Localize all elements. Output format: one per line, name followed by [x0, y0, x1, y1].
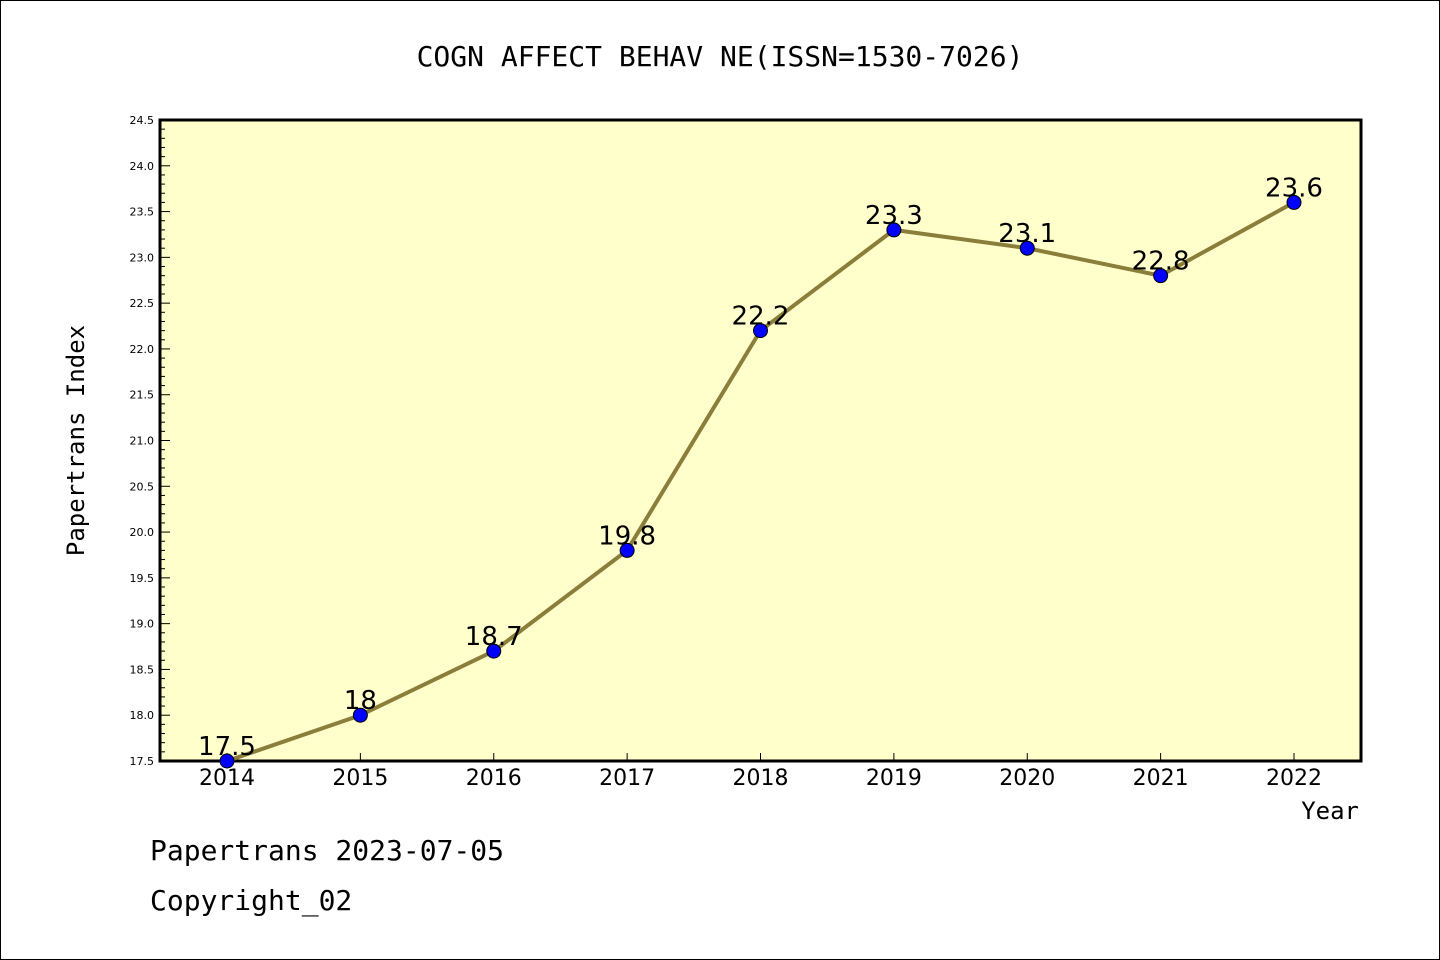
x-tick-label: 2021 [1133, 766, 1189, 791]
plot-area [158, 118, 1363, 763]
data-point-2018 [753, 323, 768, 339]
y-tick-label: 19.0 [130, 618, 155, 631]
data-point-2019 [886, 222, 902, 238]
y-tick-label: 20.0 [130, 526, 155, 539]
data-label-2021: 22.8 [1132, 247, 1190, 277]
footer-copyright: Copyright_02 [150, 884, 353, 917]
data-label-2018: 22.2 [732, 302, 790, 332]
chart-title: COGN AFFECT BEHAV NE(ISSN=1530-7026) [417, 40, 1024, 73]
x-tick-label: 2022 [1266, 766, 1322, 791]
data-label-2014: 17.5 [198, 732, 256, 762]
data-label-2022: 23.6 [1265, 173, 1323, 203]
y-tick-label: 20.5 [130, 480, 155, 493]
x-tick-label: 2019 [866, 766, 922, 791]
data-point-2020 [1019, 240, 1035, 256]
y-tick-label: 22.0 [130, 343, 155, 356]
y-tick-label: 22.5 [130, 297, 155, 310]
y-tick-label: 24.0 [130, 160, 155, 173]
data-labels: 17.5 18 18.7 19.8 22.2 23.3 23.1 22.8 23.6 [198, 173, 1323, 762]
footer-date: Papertrans 2023-07-05 [150, 834, 505, 867]
x-axis-label: Year [1301, 797, 1359, 825]
x-tick-label: 2015 [332, 766, 388, 791]
data-point-2015 [352, 707, 368, 723]
data-label-2016: 18.7 [465, 622, 523, 652]
x-axis-ticks: 2014 2015 2016 2017 2018 2019 2020 2021 2022 [199, 753, 1322, 791]
y-tick-label: 24.5 [130, 114, 155, 127]
y-axis-label: Papertrans Index [62, 325, 90, 556]
data-label-2017: 19.8 [598, 521, 656, 551]
y-tick-label: 18.5 [130, 663, 155, 676]
y-tick-label: 21.5 [130, 389, 155, 402]
data-point-2016 [486, 643, 502, 659]
y-tick-label: 23.5 [130, 206, 155, 219]
y-tick-label: 17.5 [130, 755, 155, 768]
x-tick-label: 2018 [733, 766, 789, 791]
data-markers [219, 194, 1302, 769]
x-tick-label: 2017 [599, 766, 655, 791]
y-tick-label: 23.0 [130, 251, 155, 264]
x-tick-label: 2020 [999, 766, 1055, 791]
y-tick-label: 18.0 [130, 709, 155, 722]
data-point-2014 [219, 753, 235, 769]
data-label-2015: 18 [344, 686, 377, 716]
data-point-2022 [1286, 194, 1302, 210]
data-point-2021 [1153, 268, 1169, 284]
data-label-2020: 23.1 [998, 219, 1056, 249]
y-axis-ticks: 17.5 18.0 18.5 19.0 19.5 20.0 20.5 21.0 21.5 22.0… [130, 114, 170, 768]
y-tick-label: 21.0 [130, 435, 155, 448]
data-label-2019: 23.3 [865, 201, 923, 231]
x-tick-label: 2016 [466, 766, 522, 791]
y-tick-label: 19.5 [130, 572, 155, 585]
x-tick-label: 2014 [199, 766, 255, 791]
data-point-2017 [619, 542, 635, 558]
